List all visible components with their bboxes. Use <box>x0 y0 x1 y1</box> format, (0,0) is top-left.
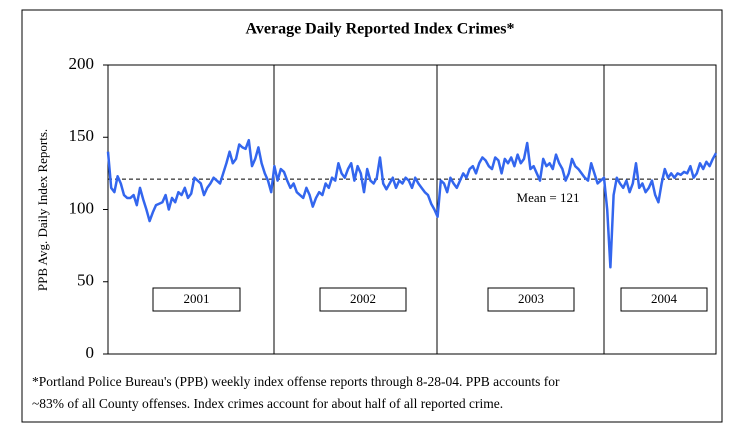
year-box <box>152 287 241 312</box>
footnote-line: *Portland Police Bureau's (PPB) weekly i… <box>32 374 560 389</box>
year-label: 2003 <box>518 291 544 306</box>
y-tick-label: 200 <box>69 54 95 73</box>
outer-frame <box>21 9 723 423</box>
year-label: 2002 <box>350 291 376 306</box>
year-label: 2004 <box>651 291 678 306</box>
year-box <box>487 287 575 312</box>
year-box <box>620 287 708 312</box>
y-tick-label: 100 <box>69 198 95 217</box>
year-box <box>319 287 407 312</box>
y-tick-label: 150 <box>69 126 95 145</box>
y-tick-label: 0 <box>86 343 95 362</box>
y-tick-label: 50 <box>77 271 94 290</box>
year-label: 2001 <box>184 291 210 306</box>
y-axis-label: PPB Avg. Daily Index Reports. <box>35 129 50 291</box>
chart-title: Average Daily Reported Index Crimes* <box>246 21 515 38</box>
data-line <box>106 138 718 269</box>
footnote-line: ~83% of all County offenses. Index crime… <box>32 396 503 411</box>
mean-label: Mean = 121 <box>517 190 580 205</box>
